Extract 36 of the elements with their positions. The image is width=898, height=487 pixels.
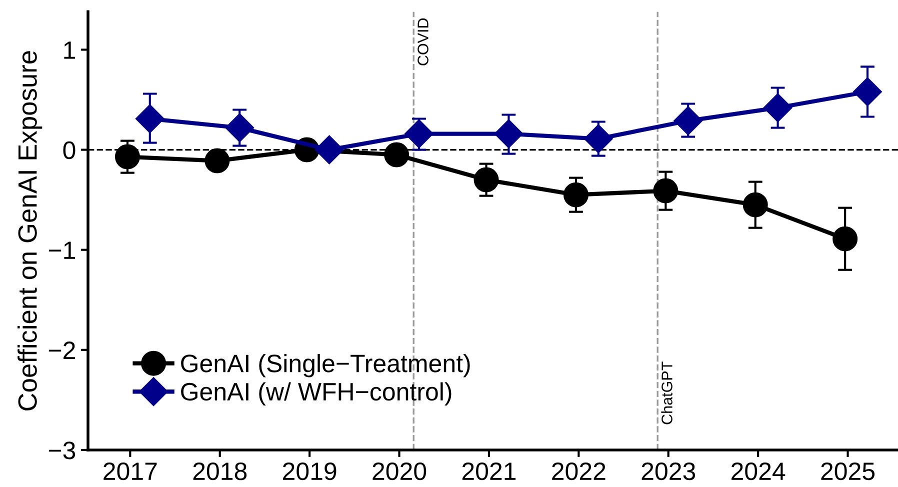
point: [114, 144, 140, 170]
x-tick-label: 2018: [193, 462, 247, 480]
point: [763, 93, 792, 122]
point: [314, 135, 344, 164]
ref-line-label: ChatGPT: [661, 362, 672, 424]
x-tick-label: 2025: [821, 462, 875, 480]
x-tick-label: 2024: [732, 462, 786, 480]
point: [584, 124, 613, 154]
y-tick-label: −2: [48, 342, 75, 359]
point: [225, 113, 254, 142]
y-tick-label: 0: [63, 141, 76, 160]
y-tick-label: −1: [48, 242, 75, 259]
point: [204, 148, 230, 174]
legend-label: GenAI (Single−Treatment): [181, 354, 470, 378]
x-tick-label: 2023: [642, 462, 696, 480]
y-axis-title: Coefficient on GenAI Exposure: [18, 51, 42, 410]
point: [404, 119, 434, 148]
point: [384, 142, 410, 168]
point: [853, 77, 882, 106]
x-tick-label: 2022: [552, 462, 606, 480]
point: [832, 226, 858, 252]
point: [674, 106, 703, 136]
x-tick-label: 2017: [104, 462, 157, 480]
point: [135, 104, 164, 134]
point: [742, 192, 768, 218]
y-tick-label: 1: [64, 42, 75, 59]
ref-line-label: COVID: [418, 18, 428, 66]
x-tick-label: 2021: [462, 462, 516, 480]
legend-label: GenAI (w/ WFH−control): [181, 382, 452, 406]
point: [494, 119, 524, 148]
y-tick-label: −3: [48, 442, 76, 460]
point: [563, 182, 588, 208]
point: [653, 178, 678, 204]
x-tick-label: 2019: [283, 462, 336, 480]
x-tick-label: 2020: [372, 462, 426, 480]
point: [474, 167, 499, 192]
